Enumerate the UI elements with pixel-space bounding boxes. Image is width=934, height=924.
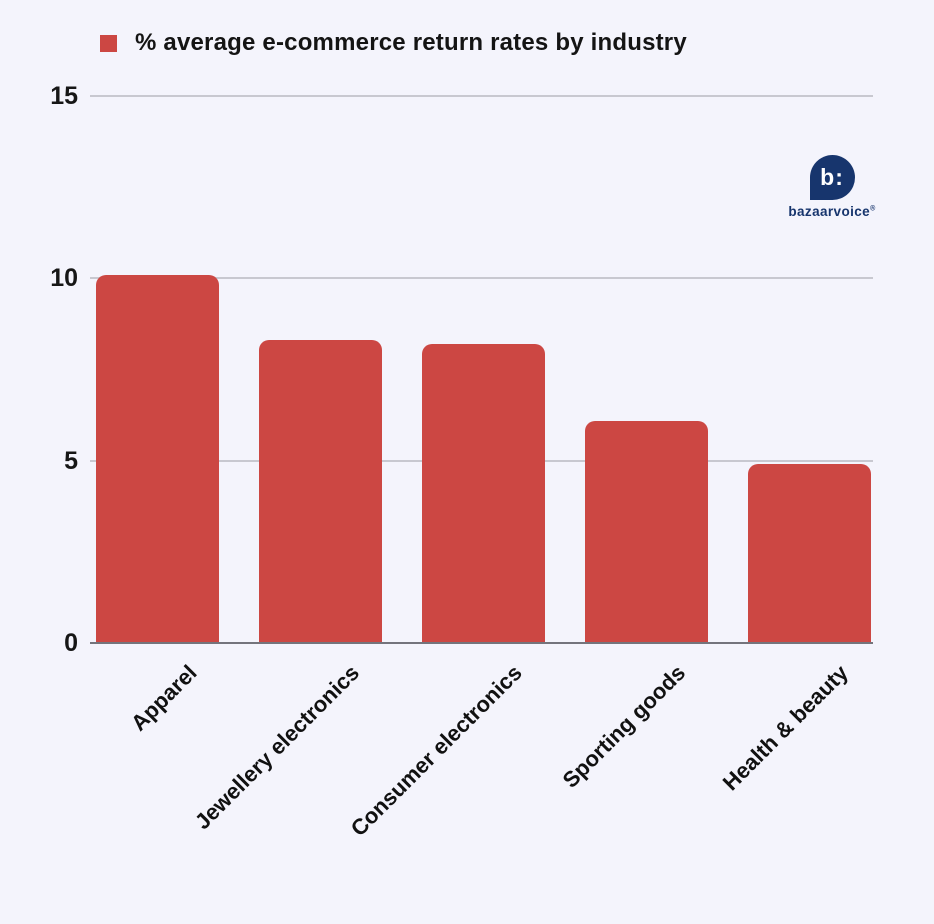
x-axis-label-sporting-goods: Sporting goods — [557, 660, 691, 793]
chart-legend: % average e-commerce return rates by ind… — [100, 29, 687, 57]
bar-sporting-goods — [585, 420, 708, 643]
bar-consumer-electronics — [422, 343, 545, 643]
y-axis-tick-label-0: 0 — [64, 629, 78, 657]
gridline-15 — [90, 95, 873, 97]
y-axis-tick-label-10: 10 — [50, 264, 78, 293]
gridline-10 — [90, 277, 873, 280]
x-axis-line — [90, 642, 873, 644]
y-axis-tick-label-5: 5 — [64, 446, 78, 475]
x-axis-label-apparel: Apparel — [125, 660, 202, 736]
bar-jewellery-electronics — [259, 340, 382, 643]
trademark-symbol: ® — [870, 205, 876, 213]
legend-label: % average e-commerce return rates by ind… — [135, 29, 687, 56]
bazaarvoice-bubble-symbol: b: — [820, 164, 844, 190]
bazaarvoice-wordmark: bazaarvoice® — [788, 204, 876, 219]
legend-marker-icon — [100, 34, 117, 52]
bazaarvoice-bubble-icon: b: — [809, 155, 855, 200]
x-axis-label-jewellery-electronics: Jewellery electronics — [189, 660, 365, 835]
bar-health-beauty — [748, 464, 871, 643]
y-axis-tick-label-15: 15 — [50, 82, 78, 110]
x-axis-label-health-beauty: Health & beauty — [717, 660, 854, 796]
bar-apparel — [96, 274, 219, 643]
bazaarvoice-logo: b: bazaarvoice® — [785, 155, 879, 219]
x-axis-label-consumer-electronics: Consumer electronics — [346, 660, 528, 842]
